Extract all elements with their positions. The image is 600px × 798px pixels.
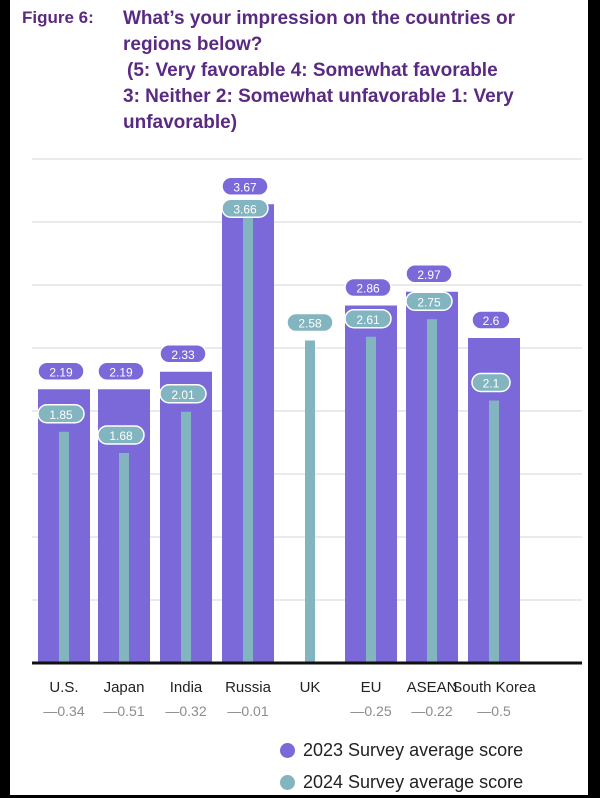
x-tick-label: ASEAN (407, 679, 458, 696)
data-label-2024-bg (405, 291, 453, 311)
x-tick-label: South Korea (452, 679, 536, 696)
data-label-2024: 1.68 (109, 429, 133, 443)
bar-2024 (427, 319, 437, 663)
legend-swatch-2023 (280, 742, 295, 758)
title-line-4: 3: Neither 2: Somewhat unfavorable 1: Ve… (123, 86, 514, 107)
data-label-2024: 2.58 (298, 317, 322, 331)
x-tick-label: U.S. (49, 679, 78, 696)
legend-label-2024: 2024 Survey average score (303, 771, 524, 792)
chart-legend: 2023 Survey average score 2024 Survey av… (280, 734, 580, 798)
bar-chart: 2.19 1.85 U.S. —0.34 2.19 1.68 Japan —0.51 2.33 2… (32, 158, 582, 719)
data-label-2023: 2.19 (49, 365, 73, 379)
data-label-2024: 3.66 (233, 202, 257, 216)
data-label-2023: 2.19 (109, 365, 133, 379)
data-label-2024-bg (221, 198, 269, 218)
data-label-2024-bg (37, 404, 85, 424)
bar-2024 (59, 431, 69, 663)
data-label-2024: 2.75 (417, 295, 441, 309)
data-label-2024-bg (344, 309, 392, 329)
data-label-2024: 2.61 (356, 313, 380, 327)
data-label-2023: 2.6 (483, 314, 500, 328)
x-tick-label: Russia (225, 679, 272, 696)
data-label-2024-bg (286, 312, 334, 333)
data-label-2024-bg (97, 425, 145, 445)
data-label-2023: 2.97 (417, 268, 441, 282)
title-line-3: (5: Very favorable 4: Somewhat favorable (127, 60, 498, 81)
data-label-2023: 2.33 (171, 348, 195, 362)
bar-2024 (119, 453, 129, 663)
legend-swatch-2024 (280, 774, 295, 790)
bar-2024 (305, 340, 315, 663)
x-tick-label: India (170, 679, 203, 696)
data-label-2024: 2.1 (483, 377, 500, 391)
change-label: —0.01 (227, 703, 268, 719)
title-line-5: unfavorable) (123, 112, 238, 133)
change-label: —0.25 (350, 703, 391, 719)
legend-item-2023: 2023 Survey average score (280, 734, 580, 766)
x-tick-label: Japan (104, 679, 145, 696)
legend-item-2024: 2024 Survey average score (280, 766, 580, 798)
data-label-2024-bg (159, 384, 207, 404)
figure-label: Figure 6: (22, 8, 94, 27)
data-label-2023-bg (471, 310, 511, 330)
data-label-2023-bg (344, 277, 392, 298)
bar-2024 (243, 205, 253, 663)
change-label: —0.32 (165, 703, 206, 719)
change-label: —0.34 (43, 703, 84, 719)
data-label-2023: 3.67 (233, 180, 257, 194)
change-label: —0.5 (477, 703, 511, 719)
bar-2024 (181, 411, 191, 663)
x-tick-label: UK (300, 679, 321, 696)
change-label: —0.51 (103, 703, 144, 719)
title-line-2: regions below? (123, 34, 263, 55)
data-label-2023-bg (37, 361, 85, 381)
data-label-2023-bg (405, 264, 453, 284)
data-label-2024: 1.85 (49, 408, 73, 422)
bar-2024 (366, 336, 376, 663)
title-line-1: What’s your impression on the countries … (123, 8, 516, 29)
change-label: —0.22 (411, 703, 452, 719)
x-tick-label: EU (361, 679, 382, 696)
data-label-2023: 2.86 (356, 282, 380, 296)
data-label-2024: 2.01 (171, 388, 195, 402)
data-label-2023-bg (221, 176, 269, 196)
data-label-2023-bg (97, 361, 145, 381)
bar-2024 (489, 400, 499, 663)
legend-label-2023: 2023 Survey average score (303, 739, 524, 760)
chart-title: What’s your impression on the countries … (123, 6, 573, 136)
data-label-2023-bg (159, 344, 207, 364)
chart-card: Figure 6: What’s your impression on the … (10, 0, 588, 795)
data-label-2024-bg (471, 372, 511, 393)
